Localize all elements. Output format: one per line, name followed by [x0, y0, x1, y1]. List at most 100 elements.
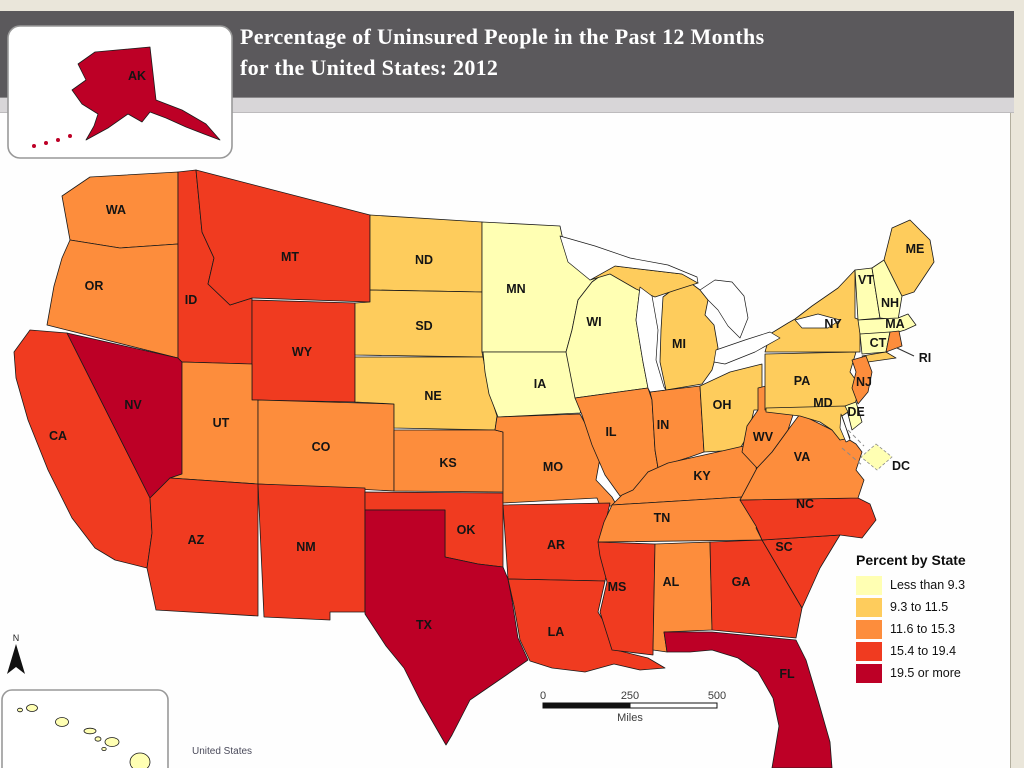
state-label-ct: CT — [870, 336, 887, 350]
state-tx — [364, 509, 529, 746]
dc-leader-line-bottom — [841, 447, 864, 467]
state-label-ma: MA — [885, 317, 904, 331]
lake-erie — [713, 331, 781, 365]
state-ny — [764, 269, 861, 353]
state-mt — [195, 169, 371, 306]
state-label-nv: NV — [124, 398, 142, 412]
state-label-md: MD — [813, 396, 832, 410]
state-label-me: ME — [906, 242, 925, 256]
state-label-ok: OK — [457, 523, 476, 537]
lake-michigan — [635, 286, 667, 393]
legend-swatch-class1 — [856, 575, 882, 595]
state-fl — [663, 631, 833, 768]
scale-tick-250: 250 — [621, 690, 639, 702]
alaska-inset — [7, 25, 233, 159]
state-label-wy: WY — [292, 345, 313, 359]
state-az — [146, 477, 259, 617]
aleutian-island-2 — [44, 141, 48, 145]
map-title: Percentage of Uninsured People in the Pa… — [240, 11, 1014, 83]
aleutian-island-4 — [68, 134, 72, 138]
legend-row: 15.4 to 19.4 — [856, 640, 1006, 662]
state-nj — [851, 355, 873, 405]
lake-superior — [559, 235, 699, 284]
hawaii-island-maui — [104, 737, 120, 747]
state-label-ia: IA — [534, 377, 547, 391]
state-label-la: LA — [548, 625, 565, 639]
state-label-de: DE — [847, 405, 864, 419]
legend-label-class4: 15.4 to 19.4 — [890, 644, 957, 658]
state-mi — [659, 283, 719, 391]
legend-row: Less than 9.3 — [856, 574, 1006, 596]
state-label-wv: WV — [753, 430, 774, 444]
legend-row: 11.6 to 15.3 — [856, 618, 1006, 640]
header-substrip — [0, 98, 1014, 113]
state-label-mn: MN — [506, 282, 525, 296]
state-ri — [885, 330, 903, 353]
state-labels-layer: WA OR CA NV ID MT WY UT CO AZ NM ND SD NE KS OK TX MN IA MO… — [49, 69, 931, 681]
state-label-sc: SC — [775, 540, 792, 554]
state-nm — [257, 483, 366, 621]
state-label-nh: NH — [881, 296, 899, 310]
ri-leader-line — [896, 347, 915, 357]
source-note: United States — [192, 746, 252, 757]
map-title-line2: for the United States: 2012 — [240, 55, 499, 80]
state-nh — [871, 259, 903, 321]
scale-bar-right-segment — [629, 702, 718, 709]
north-arrow-icon — [7, 644, 25, 674]
scale-tick-0: 0 — [540, 690, 546, 702]
legend-title: Percent by State — [856, 552, 966, 568]
state-label-ca: CA — [49, 429, 67, 443]
state-label-nj: NJ — [856, 375, 872, 389]
state-me — [883, 219, 935, 297]
map-title-line1: Percentage of Uninsured People in the Pa… — [240, 24, 765, 49]
hawaii-island-molokai — [83, 727, 97, 735]
state-label-mt: MT — [281, 250, 299, 264]
state-label-va: VA — [794, 450, 810, 464]
state-label-tx: TX — [416, 618, 433, 632]
legend-label-class5: 19.5 or more — [890, 666, 961, 680]
state-label-in: IN — [657, 418, 670, 432]
map-legend: Percent by State Less than 9.3 9.3 to 11… — [856, 552, 1006, 684]
state-label-id: ID — [185, 293, 198, 307]
state-label-ks: KS — [439, 456, 456, 470]
dc-callout — [841, 429, 893, 471]
state-label-ne: NE — [424, 389, 441, 403]
state-label-wa: WA — [106, 203, 126, 217]
state-label-sd: SD — [415, 319, 432, 333]
state-label-mo: MO — [543, 460, 563, 474]
scale-tick-500: 500 — [708, 690, 726, 702]
state-label-az: AZ — [188, 533, 205, 547]
state-label-ar: AR — [547, 538, 565, 552]
legend-swatch-class4 — [856, 641, 882, 661]
north-arrow: N — [7, 633, 25, 674]
scale-bar-left-segment — [542, 702, 631, 709]
state-label-tn: TN — [654, 511, 671, 525]
state-label-pa: PA — [794, 374, 810, 388]
lake-huron — [699, 279, 749, 339]
hawaii-island-hawaii — [129, 752, 151, 768]
state-label-al: AL — [663, 575, 680, 589]
scale-bar: 0 250 500 Miles — [540, 690, 726, 724]
state-label-oh: OH — [713, 398, 732, 412]
state-dc — [860, 443, 893, 471]
state-label-mi: MI — [672, 337, 686, 351]
state-label-ms: MS — [608, 580, 627, 594]
state-label-ak: AK — [128, 69, 146, 83]
state-label-ut: UT — [213, 416, 230, 430]
state-label-or: OR — [85, 279, 104, 293]
great-lakes — [559, 235, 851, 443]
state-label-ny: NY — [824, 317, 842, 331]
state-label-fl: FL — [779, 667, 795, 681]
state-label-ri: RI — [919, 351, 932, 365]
aleutian-island-3 — [56, 138, 60, 142]
north-arrow-label: N — [13, 633, 20, 643]
legend-swatch-class3 — [856, 619, 882, 639]
state-label-nc: NC — [796, 497, 814, 511]
state-nc — [739, 497, 877, 541]
state-label-wi: WI — [586, 315, 601, 329]
state-label-co: CO — [312, 440, 331, 454]
state-label-ky: KY — [693, 469, 711, 483]
state-ak — [71, 46, 221, 141]
legend-label-class1: Less than 9.3 — [890, 578, 966, 592]
